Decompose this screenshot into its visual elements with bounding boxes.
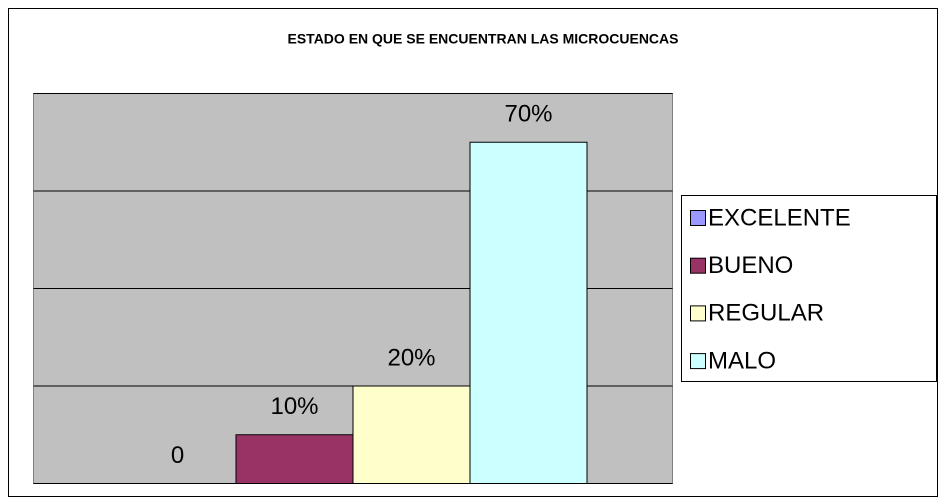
legend-swatch	[690, 257, 706, 274]
legend-box	[681, 195, 937, 382]
data-label: 20%	[387, 344, 435, 371]
legend-swatch	[690, 353, 706, 370]
legend-label: REGULAR	[708, 300, 824, 327]
legend-label: MALO	[708, 347, 776, 374]
legend-swatch	[690, 210, 706, 226]
data-label: 0	[171, 442, 184, 469]
bar	[469, 141, 588, 484]
legend-label: EXCELENTE	[708, 204, 851, 231]
legend-label: BUENO	[708, 252, 793, 279]
legend-swatch	[690, 305, 706, 322]
data-label: 10%	[270, 393, 318, 420]
chart-title: ESTADO EN QUE SE ENCUENTRAN LAS MICROCUE…	[288, 31, 679, 47]
bar	[235, 434, 354, 484]
bar	[352, 385, 471, 484]
data-label: 70%	[504, 101, 552, 128]
